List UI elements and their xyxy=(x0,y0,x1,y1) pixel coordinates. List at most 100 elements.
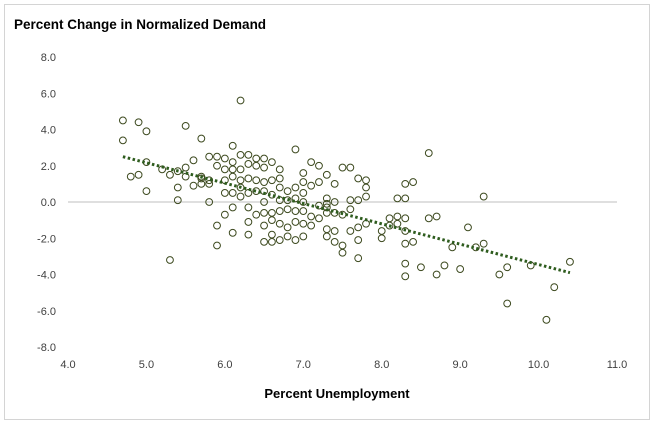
data-points xyxy=(120,97,574,323)
data-point xyxy=(331,180,338,187)
y-tick-label: 4.0 xyxy=(41,125,56,137)
data-point xyxy=(331,238,338,245)
data-point xyxy=(292,219,299,226)
data-point xyxy=(253,177,260,184)
data-point xyxy=(331,228,338,235)
data-point xyxy=(269,231,276,238)
data-point xyxy=(402,195,409,202)
data-point xyxy=(229,159,236,166)
data-point xyxy=(261,155,268,162)
x-tick-label: 8.0 xyxy=(374,359,389,371)
data-point xyxy=(402,260,409,267)
data-point xyxy=(261,238,268,245)
data-point xyxy=(261,222,268,229)
y-tick-label: 6.0 xyxy=(41,88,56,100)
data-point xyxy=(229,204,236,211)
data-point xyxy=(425,215,432,222)
data-point xyxy=(441,262,448,269)
data-point xyxy=(237,97,244,104)
y-tick-label: 0.0 xyxy=(41,197,56,209)
data-point xyxy=(253,211,260,218)
data-point xyxy=(347,206,354,213)
data-point xyxy=(237,166,244,173)
data-point xyxy=(292,237,299,244)
data-point xyxy=(245,175,252,182)
data-point xyxy=(143,128,150,135)
data-point xyxy=(394,213,401,220)
data-point xyxy=(300,179,307,186)
data-point xyxy=(300,220,307,227)
data-point xyxy=(167,171,174,178)
data-point xyxy=(300,170,307,177)
data-point xyxy=(410,179,417,186)
trendline xyxy=(123,157,570,273)
data-point xyxy=(237,177,244,184)
data-point xyxy=(300,190,307,197)
data-point xyxy=(355,197,362,204)
data-point xyxy=(543,316,550,323)
data-point xyxy=(504,300,511,307)
data-point xyxy=(261,164,268,171)
data-point xyxy=(284,206,291,213)
data-point xyxy=(323,233,330,240)
data-point xyxy=(394,195,401,202)
data-point xyxy=(363,220,370,227)
data-point xyxy=(276,208,283,215)
data-point xyxy=(214,153,221,160)
data-point xyxy=(229,166,236,173)
data-point xyxy=(308,182,315,189)
x-tick-label: 11.0 xyxy=(607,359,628,371)
x-tick-label: 9.0 xyxy=(452,359,467,371)
data-point xyxy=(551,284,558,291)
data-point xyxy=(378,235,385,242)
data-point xyxy=(245,161,252,168)
data-point xyxy=(410,238,417,245)
data-point xyxy=(308,213,315,220)
data-point xyxy=(261,209,268,216)
data-point xyxy=(253,155,260,162)
data-point xyxy=(221,155,228,162)
data-point xyxy=(276,175,283,182)
y-tick-label: -6.0 xyxy=(37,306,56,318)
data-point xyxy=(363,184,370,191)
data-point xyxy=(480,193,487,200)
data-point xyxy=(245,219,252,226)
data-point xyxy=(245,204,252,211)
y-tick-label: -8.0 xyxy=(37,342,56,354)
data-point xyxy=(355,224,362,231)
data-point xyxy=(261,179,268,186)
data-point xyxy=(229,142,236,149)
data-point xyxy=(386,215,393,222)
data-point xyxy=(269,217,276,224)
data-point xyxy=(496,271,503,278)
data-point xyxy=(135,119,142,126)
data-point xyxy=(284,224,291,231)
y-tick-label: -4.0 xyxy=(37,270,56,282)
data-point xyxy=(221,190,228,197)
data-point xyxy=(120,137,127,144)
data-point xyxy=(237,151,244,158)
data-point xyxy=(316,179,323,186)
data-point xyxy=(347,228,354,235)
data-point xyxy=(284,188,291,195)
data-point xyxy=(300,208,307,215)
data-point xyxy=(190,182,197,189)
data-point xyxy=(229,229,236,236)
scatter-plot: 8.06.04.02.00.0-2.0-4.0-6.0-8.0 4.0 5.0 6.… xyxy=(0,0,658,427)
data-point xyxy=(457,266,464,273)
data-point xyxy=(300,233,307,240)
data-point xyxy=(347,164,354,171)
data-point xyxy=(339,249,346,256)
data-point xyxy=(174,184,181,191)
data-point xyxy=(347,197,354,204)
data-point xyxy=(316,162,323,169)
data-point xyxy=(402,240,409,247)
data-point xyxy=(221,166,228,173)
data-point xyxy=(190,157,197,164)
data-point xyxy=(339,242,346,249)
data-point xyxy=(363,193,370,200)
data-point xyxy=(449,244,456,251)
data-point xyxy=(402,215,409,222)
x-tick-label: 4.0 xyxy=(60,359,75,371)
data-point xyxy=(253,162,260,169)
